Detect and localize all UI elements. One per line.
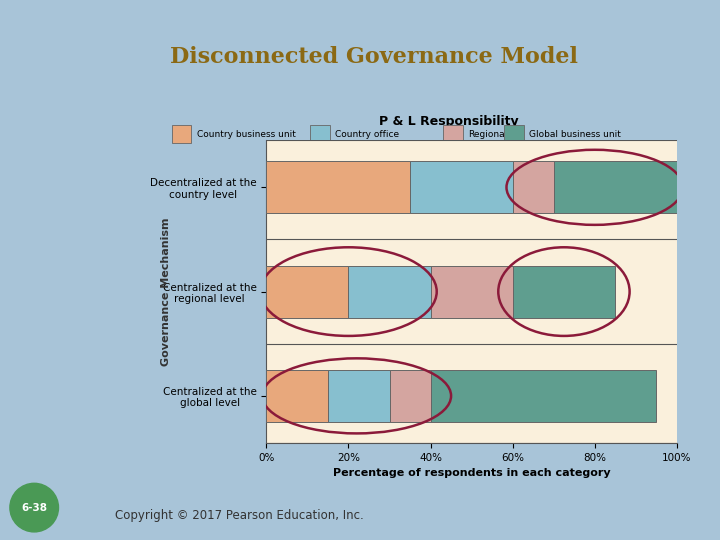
Bar: [410, 161, 513, 213]
Text: P & L Responsibility: P & L Responsibility: [379, 114, 518, 127]
Bar: [172, 125, 191, 143]
Text: Governance Mechanism: Governance Mechanism: [161, 217, 171, 366]
Text: Regional: Regional: [468, 130, 508, 139]
X-axis label: Percentage of respondents in each category: Percentage of respondents in each catego…: [333, 468, 611, 478]
Bar: [444, 125, 463, 143]
Bar: [328, 370, 390, 422]
Text: Country business unit: Country business unit: [197, 130, 295, 139]
Bar: [513, 266, 615, 318]
Bar: [504, 125, 523, 143]
Bar: [348, 266, 431, 318]
Circle shape: [10, 483, 58, 532]
Bar: [266, 161, 410, 213]
Bar: [390, 370, 431, 422]
Text: 6-38: 6-38: [21, 503, 48, 512]
Text: Global business unit: Global business unit: [529, 130, 621, 139]
Text: Copyright © 2017 Pearson Education, Inc.: Copyright © 2017 Pearson Education, Inc.: [115, 509, 364, 522]
Text: Country office: Country office: [336, 130, 400, 139]
Bar: [310, 125, 330, 143]
Bar: [554, 161, 677, 213]
Bar: [431, 370, 657, 422]
Bar: [513, 161, 554, 213]
Bar: [266, 370, 328, 422]
Bar: [431, 266, 513, 318]
Bar: [266, 266, 348, 318]
Text: Disconnected Governance Model: Disconnected Governance Model: [171, 46, 578, 68]
